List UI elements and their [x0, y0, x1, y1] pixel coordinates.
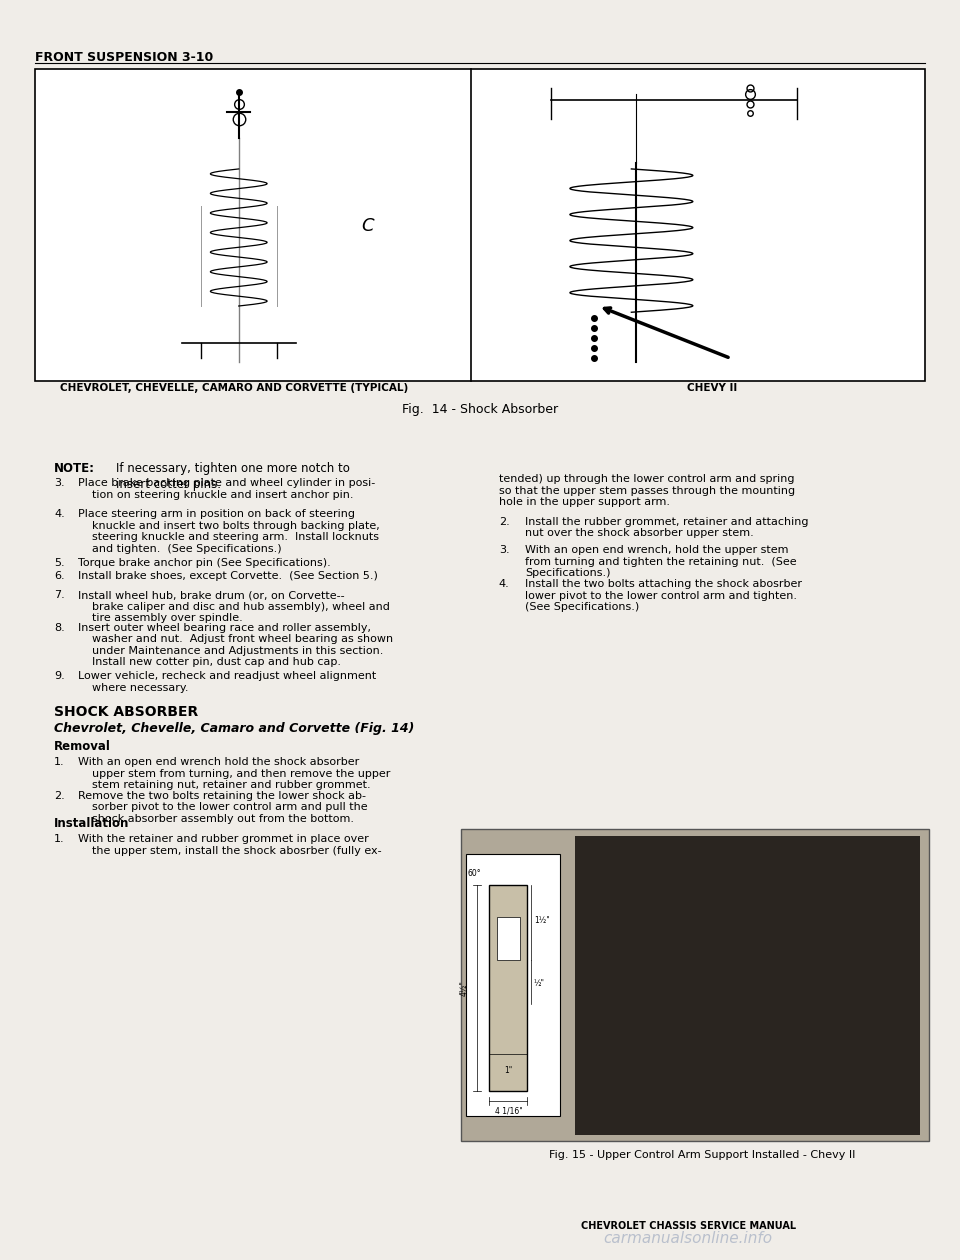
Text: Insert outer wheel bearing race and roller assembly,
    washer and nut.  Adjust: Insert outer wheel bearing race and roll…	[78, 622, 393, 668]
Text: 2.: 2.	[499, 517, 510, 527]
Text: tended) up through the lower control arm and spring
so that the upper stem passe: tended) up through the lower control arm…	[499, 474, 795, 508]
Text: 4½": 4½"	[460, 980, 468, 997]
Text: Fig. 15 - Upper Control Arm Support Installed - Chevy II: Fig. 15 - Upper Control Arm Support Inst…	[549, 1149, 855, 1159]
Text: insert cotter pins.: insert cotter pins.	[116, 478, 221, 491]
Text: Chevrolet, Chevelle, Camaro and Corvette (Fig. 14): Chevrolet, Chevelle, Camaro and Corvette…	[55, 722, 415, 736]
Bar	[490, 886, 527, 1091]
Bar	[497, 916, 519, 960]
Text: CHEVROLET CHASSIS SERVICE MANUAL: CHEVROLET CHASSIS SERVICE MANUAL	[581, 1221, 796, 1231]
Text: 3.: 3.	[55, 478, 65, 488]
Text: If necessary, tighten one more notch to: If necessary, tighten one more notch to	[116, 461, 349, 475]
Text: Place steering arm in position on back of steering
    knuckle and insert two bo: Place steering arm in position on back o…	[78, 509, 379, 554]
Text: C: C	[362, 217, 374, 236]
Text: With the retainer and rubber grommet in place over
    the upper stem, install t: With the retainer and rubber grommet in …	[78, 834, 381, 856]
Text: 2.: 2.	[55, 791, 65, 801]
Text: 4 1/16": 4 1/16"	[494, 1106, 522, 1115]
Text: 1½": 1½"	[534, 916, 550, 925]
Text: FRONT SUSPENSION 3-10: FRONT SUSPENSION 3-10	[36, 50, 213, 63]
Text: Install the rubber grommet, retainer and attaching
nut over the shock absorber u: Install the rubber grommet, retainer and…	[525, 517, 809, 538]
Text: Remove the two bolts retaining the lower shock ab-
    sorber pivot to the lower: Remove the two bolts retaining the lower…	[78, 791, 368, 824]
Text: Removal: Removal	[55, 740, 111, 752]
Text: 5.: 5.	[55, 558, 65, 568]
Text: 1.: 1.	[55, 834, 65, 844]
Text: 1.: 1.	[55, 757, 65, 767]
Text: Install wheel hub, brake drum (or, on Corvette--
    brake caliper and disc and : Install wheel hub, brake drum (or, on Co…	[78, 590, 390, 624]
Text: 9.: 9.	[55, 672, 65, 682]
Text: Install the two bolts attaching the shock abosrber
lower pivot to the lower cont: Install the two bolts attaching the shoc…	[525, 578, 803, 612]
Text: carmanualsonline.info: carmanualsonline.info	[604, 1231, 773, 1246]
Text: 7.: 7.	[55, 590, 65, 600]
Text: CHEVROLET, CHEVELLE, CAMARO AND CORVETTE (TYPICAL): CHEVROLET, CHEVELLE, CAMARO AND CORVETTE…	[60, 383, 408, 393]
Text: 8.: 8.	[55, 622, 65, 633]
Text: ½": ½"	[534, 978, 545, 987]
Bar	[36, 69, 924, 381]
Text: 60°: 60°	[468, 869, 481, 878]
Text: With an open end wrench, hold the upper stem
from turning and tighten the retain: With an open end wrench, hold the upper …	[525, 546, 797, 578]
Text: 3.: 3.	[499, 546, 510, 556]
Text: Place brake backing plate and wheel cylinder in posi-
    tion on steering knuck: Place brake backing plate and wheel cyli…	[78, 478, 375, 499]
Text: SHOCK ABSORBER: SHOCK ABSORBER	[55, 704, 199, 718]
Text: 4.: 4.	[55, 509, 65, 519]
Text: 1": 1"	[504, 1066, 513, 1075]
Text: Install brake shoes, except Corvette.  (See Section 5.): Install brake shoes, except Corvette. (S…	[78, 572, 378, 581]
Text: NOTE:: NOTE:	[55, 461, 95, 475]
Bar	[461, 829, 929, 1140]
Bar	[466, 854, 561, 1116]
Text: Fig.  14 - Shock Absorber: Fig. 14 - Shock Absorber	[402, 403, 558, 416]
Text: 4.: 4.	[499, 578, 510, 588]
Text: With an open end wrench hold the shock absorber
    upper stem from turning, and: With an open end wrench hold the shock a…	[78, 757, 391, 790]
Text: CHEVY II: CHEVY II	[686, 383, 737, 393]
Text: 6.: 6.	[55, 572, 65, 581]
Bar	[575, 835, 920, 1135]
Text: Torque brake anchor pin (See Specifications).: Torque brake anchor pin (See Specificati…	[78, 558, 330, 568]
Text: Lower vehicle, recheck and readjust wheel alignment
    where necessary.: Lower vehicle, recheck and readjust whee…	[78, 672, 376, 693]
Text: Installation: Installation	[55, 816, 130, 830]
